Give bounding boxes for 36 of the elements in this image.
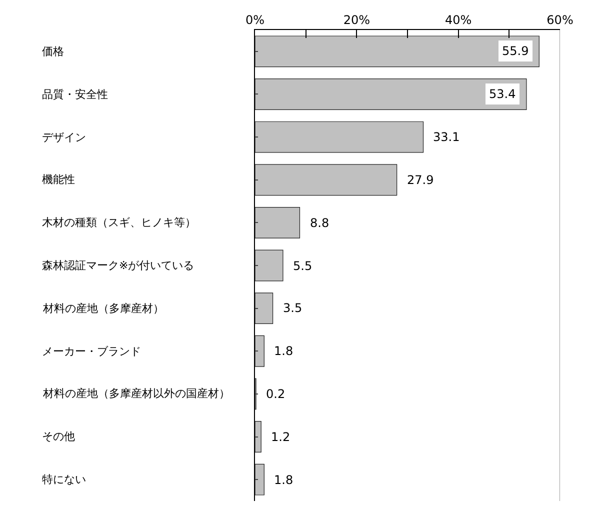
data-label: 1.8: [274, 473, 294, 487]
bar: [255, 421, 262, 452]
y-tick-label: 材料の産地（多摩産材）: [42, 302, 164, 315]
bar: [255, 36, 540, 68]
x-tick-label: 20%: [343, 13, 370, 28]
bar: [255, 464, 264, 496]
y-tick-label: 特にない: [42, 473, 86, 486]
data-label: 55.9: [502, 44, 529, 58]
y-tick-label: メーカー・ブランド: [42, 345, 141, 358]
y-tick-label: 価格: [42, 45, 64, 58]
y-tick-label: 材料の産地（多摩産材以外の国産材）: [42, 387, 230, 400]
x-tick-label: 60%: [546, 13, 574, 28]
y-tick-label: 品質・安全性: [42, 88, 108, 101]
y-tick-label: その他: [42, 430, 75, 443]
bar: [255, 78, 527, 110]
x-tick-label: 40%: [444, 13, 472, 28]
data-label: 27.9: [407, 173, 434, 187]
data-label: 33.1: [433, 130, 460, 144]
data-label: 53.4: [489, 87, 516, 101]
y-tick-label: 森林認証マーク※が付いている: [42, 259, 194, 272]
bar: [255, 250, 284, 282]
data-label: 8.8: [310, 216, 330, 230]
bar: [255, 121, 424, 153]
data-label: 1.2: [271, 430, 290, 444]
bar: [255, 292, 274, 324]
data-label: 3.5: [283, 301, 302, 315]
y-tick-label: デザイン: [42, 131, 86, 144]
x-tick-label: 0%: [245, 13, 265, 28]
bar: [255, 206, 300, 238]
data-label: 0.2: [266, 387, 286, 401]
bar: [255, 164, 398, 196]
data-label: 5.5: [293, 259, 312, 273]
bar: [255, 335, 264, 367]
data-label: 1.8: [274, 344, 294, 358]
y-tick-label: 木材の種類（スギ、ヒノキ等）: [42, 216, 196, 229]
y-tick-label: 機能性: [42, 173, 75, 186]
